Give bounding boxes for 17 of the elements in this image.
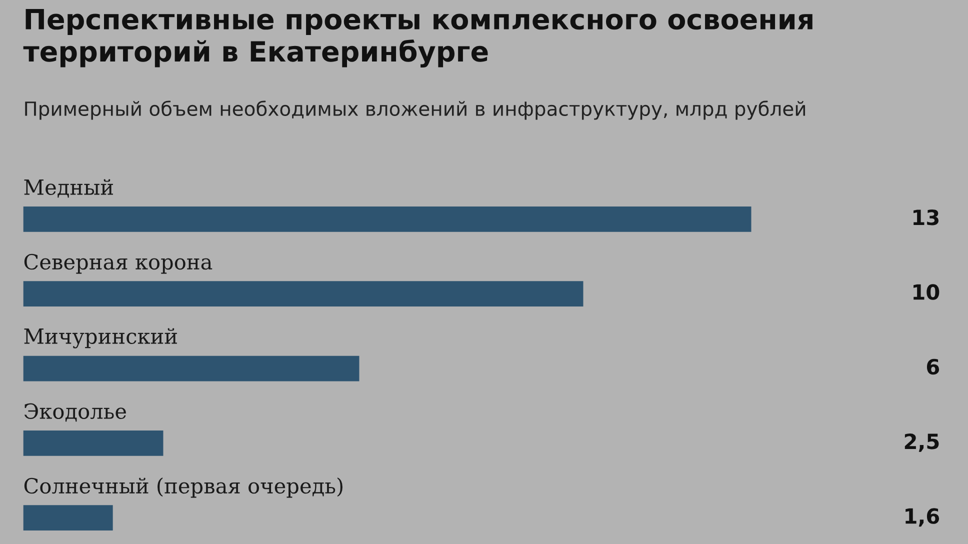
y-tick-label: Медный (24, 179, 113, 198)
bar (23, 281, 584, 307)
data-label: 10 (914, 284, 940, 300)
data-label: 13 (914, 209, 939, 226)
data-label: 2,5 (904, 433, 939, 452)
y-tick-label: Экодолье (24, 403, 126, 422)
bar (23, 206, 752, 232)
chart-subtitle: Примерный объем необходимых вложений в инфраструктуру, млрд рублей (25, 100, 806, 120)
data-label: 6 (926, 358, 940, 375)
y-tick-label: Мичуринский (24, 328, 177, 348)
bar (23, 430, 164, 456)
bar (23, 505, 113, 531)
y-tick-label: Солнечный (первая очередь) (24, 478, 342, 498)
y-tick-label: Северная корона (24, 254, 212, 274)
chart-title: Перспективные проекты комплексного освоения территорий в Екатеринбурге (23, 9, 812, 68)
bar (23, 356, 360, 382)
data-label: 1,6 (906, 508, 940, 527)
